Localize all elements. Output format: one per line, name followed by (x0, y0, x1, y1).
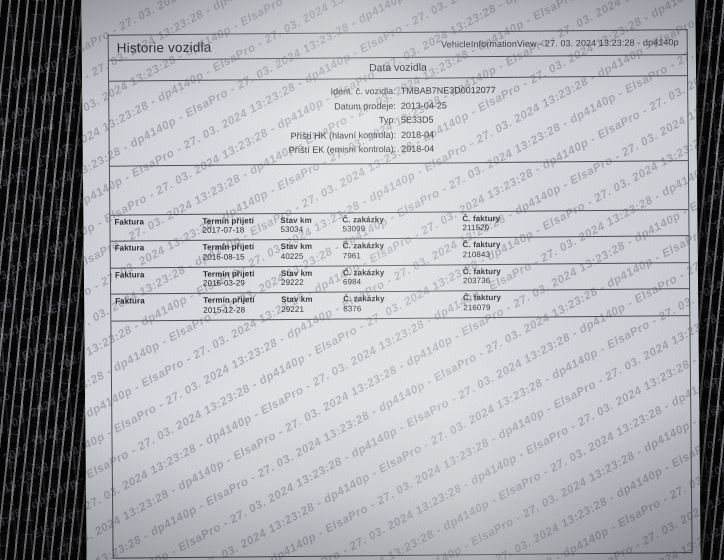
table-cell: Termín přijetí 2015-12-28 (203, 295, 281, 315)
cell-value: 6984 (342, 277, 362, 287)
field-label: Ident. č. vozidla: (330, 85, 396, 97)
table-cell: Č. zakázky 6376 (343, 293, 463, 313)
fabric-background-right (696, 0, 724, 560)
table-row[interactable]: Faktura Termín přijetí 2015-12-28 Stav km 29… (111, 289, 690, 322)
cell-value: 210843 (462, 249, 491, 259)
table-cell: Č. zakázky 6984 (343, 267, 463, 287)
vehicle-data-list: Ident. č. vozidla: TMBAB7NE3D0012077 Datum… (109, 76, 688, 167)
table-cell: Č. zakázky 7961 (343, 240, 463, 260)
cell-value: 203736 (462, 276, 491, 286)
fabric-background-left (0, 0, 96, 560)
empty-band (109, 160, 689, 216)
document-body: Historie vozidla VehicleInformationView … (107, 29, 693, 560)
cell-header: Faktura (114, 269, 145, 280)
table-cell: Faktura (111, 296, 203, 306)
cell-value: 211520 (462, 223, 490, 233)
table-empty-body (110, 315, 693, 559)
cell-header: Stav km (280, 268, 313, 278)
cell-value: 53034 (280, 224, 304, 235)
history-table: Faktura Termín přijetí 2017-07-18 Stav km 53… (110, 209, 690, 322)
field-value: 2018-04 (401, 129, 435, 140)
cell-value: 53099 (342, 224, 366, 234)
table-cell: Termín přijetí 2016-08-15 (203, 242, 281, 262)
table-cell: Termín přijetí 2017-07-18 (202, 216, 280, 236)
table-cell: Č. faktury 210843 (463, 239, 583, 259)
table-cell: Č. faktury 211520 (462, 213, 582, 233)
document-frame: Historie vozidla VehicleInformationView … (107, 29, 691, 322)
cell-header: Faktura (114, 243, 145, 253)
cell-header: Stav km (280, 215, 312, 225)
document-meta: VehicleInformationView - 27. 03. 2024 13… (441, 37, 679, 50)
field-value: 5E33D5 (400, 114, 434, 125)
table-cell: Stav km 29222 (281, 268, 343, 288)
field-value: 2018-04 (401, 143, 435, 154)
table-cell: Č. zakázky 53099 (342, 214, 462, 234)
table-cell: Termín přijetí 2016-03-29 (203, 269, 281, 289)
field-value: 2013-04-25 (400, 99, 447, 111)
table-cell: Č. faktury 203736 (463, 266, 583, 286)
cell-value: 29222 (280, 277, 304, 288)
cell-header: Faktura (115, 296, 145, 306)
cell-value: 216079 (463, 302, 491, 312)
table-cell: Stav km 40225 (281, 241, 343, 261)
cell-value: 6376 (343, 303, 362, 314)
cell-value: 29221 (281, 304, 305, 314)
field-value: TMBAB7NE3D0012077 (400, 84, 496, 96)
table-cell: Č. faktury 216079 (463, 292, 583, 312)
table-cell: Stav km 53034 (280, 215, 342, 235)
cell-header: Stav km (280, 241, 313, 252)
table-cell: Faktura (111, 269, 203, 279)
cell-value: 2016-03-29 (202, 278, 245, 288)
cell-value: 2015-12-28 (203, 304, 246, 315)
cell-value: 2016-08-15 (202, 251, 245, 262)
cell-value: 40225 (280, 251, 304, 261)
table-cell: Faktura (110, 216, 202, 226)
field-label: Příští EK (emisní kontrola): (288, 143, 397, 155)
cell-value: 2017-07-18 (202, 225, 245, 235)
cell-header: Faktura (114, 216, 145, 227)
table-cell: Stav km 29221 (281, 294, 343, 314)
cell-value: 7961 (342, 250, 361, 261)
page-title: Historie vozidla (116, 39, 212, 56)
cell-header: Stav km (281, 294, 313, 305)
table-cell: Faktura (111, 243, 203, 253)
